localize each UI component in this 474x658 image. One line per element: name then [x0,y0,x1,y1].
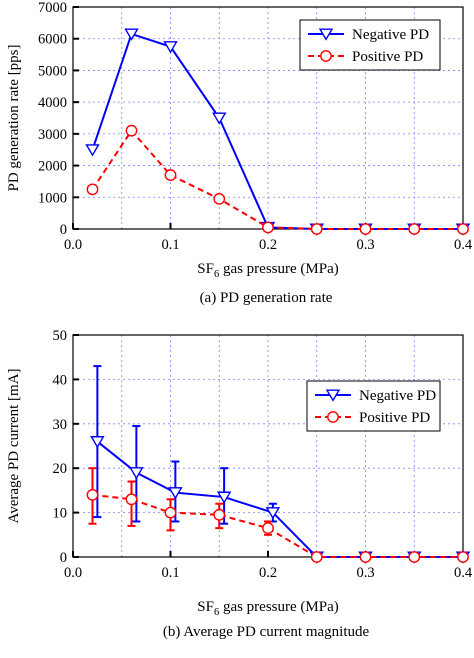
legend-swatch-marker [318,28,334,41]
data-point [125,493,138,506]
series-positive-pd [86,467,469,563]
legend-swatch-marker [320,50,332,62]
figure-caption: (b) Average PD current magnitude [163,624,370,640]
chart-2: 0.0 0.1 0.2 0.3 0.4 0 10 20 30 40 50 Average PD cur… [6,328,473,640]
data-point [262,522,274,535]
figure-caption: (a) PD generation rate [200,290,333,306]
y-tick-label: 1000 [38,190,67,206]
series-line [91,129,463,230]
y-tick-label: 0 [60,222,67,238]
y-tick-label: 20 [53,461,68,477]
x-axis-title: SF6 gas pressure (MPa) [197,599,339,618]
x-axis-title-part: gas pressure (MPa) [219,261,339,277]
data-point [163,41,178,54]
series-line [96,440,463,558]
data-point [213,508,226,521]
x-axis-title-part: SF [197,599,214,615]
data-point [359,551,372,563]
data-point [212,112,227,125]
legend: Negative PD Positive PD [306,380,441,432]
chart-1: 0.0 0.1 0.2 0.3 0.4 0 1000 2000 3000 4000 5000 6000… [6,0,473,306]
x-tick-label: 0.3 [356,237,374,253]
x-axis-title-part: gas pressure (MPa) [219,599,339,615]
x-axis-title-part: SF [197,261,214,277]
y-tick-label: 6000 [38,32,67,48]
y-tick-label: 7000 [38,0,67,16]
data-point [262,221,274,234]
x-tick-label: 0.2 [259,565,277,581]
x-tick-label: 0.0 [64,237,82,253]
x-tick-label: 0.2 [259,237,277,253]
legend-box [306,380,441,432]
data-point [408,551,421,563]
y-tick-label: 3000 [38,127,67,143]
y-tick-label: 30 [53,417,68,433]
data-point [310,223,323,235]
y-tick-label: 50 [53,328,68,344]
data-point [85,144,100,157]
y-axis-title: PD generation rate [pps] [6,44,22,191]
data-point [213,192,226,205]
x-tick-label: 0.1 [161,237,179,253]
legend-label: Negative PD [352,27,429,43]
x-axis-title-subscript: 6 [214,269,219,280]
y-tick-label: 0 [60,550,67,566]
x-tick-label: 0.0 [64,565,82,581]
y-tick-label: 40 [53,372,68,388]
x-axis-title-subscript: 6 [214,607,219,618]
y-tick-label: 10 [53,506,68,522]
legend-box [299,19,441,71]
data-point [124,28,139,41]
data-point [457,223,469,235]
data-point [216,491,232,504]
data-point [129,467,144,480]
y-tick-label: 5000 [38,63,67,79]
data-point [86,183,99,196]
legend-label: Positive PD [359,410,430,426]
data-point [168,487,183,500]
y-tick-label: 4000 [38,95,67,111]
data-point [359,223,372,235]
data-point [164,169,177,181]
data-point [90,436,105,449]
x-tick-label: 0.1 [161,565,179,581]
series-line [92,493,463,558]
x-tick-label: 0.4 [454,237,473,253]
series-positive-pd [86,124,469,235]
legend-label: Negative PD [359,388,436,404]
data-point [408,223,421,235]
x-axis-title: SF6 gas pressure (MPa) [197,261,339,280]
data-point [86,488,99,501]
legend-swatch-marker [327,411,339,423]
data-point [125,124,138,137]
data-point [457,551,469,563]
y-axis-title: Average PD current [mA] [6,368,22,523]
legend-label: Positive PD [352,49,423,65]
data-point [310,551,323,563]
y-tick-label: 2000 [38,159,67,175]
data-point [164,506,177,519]
x-tick-label: 0.4 [454,565,473,581]
legend-swatch-marker [325,389,341,402]
data-point [265,507,281,520]
legend: Negative PD Positive PD [299,19,441,71]
x-tick-label: 0.3 [356,565,374,581]
